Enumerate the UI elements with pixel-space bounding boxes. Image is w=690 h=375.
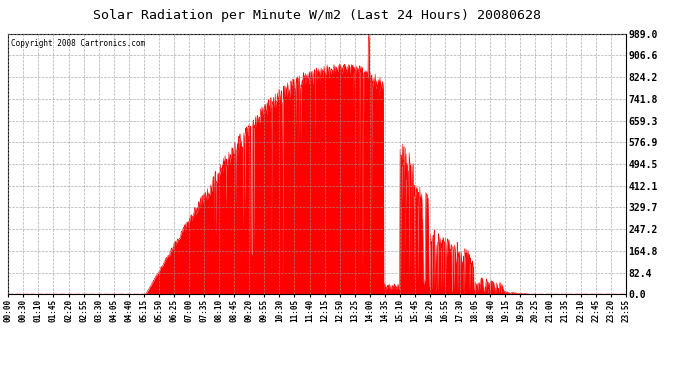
Text: Copyright 2008 Cartronics.com: Copyright 2008 Cartronics.com: [11, 39, 146, 48]
Text: Solar Radiation per Minute W/m2 (Last 24 Hours) 20080628: Solar Radiation per Minute W/m2 (Last 24…: [93, 9, 542, 22]
